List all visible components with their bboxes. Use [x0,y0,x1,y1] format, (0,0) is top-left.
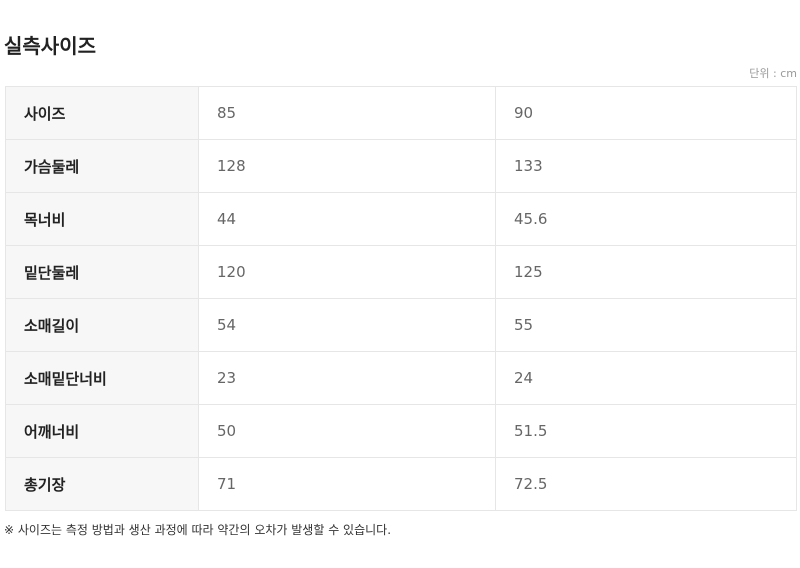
size-value: 54 [198,298,496,352]
size-value: 72.5 [495,457,797,511]
size-value: 51.5 [495,404,797,458]
size-table: 사이즈 85 90 가슴둘레 128 133 목너비 44 45.6 밑단둘레 120 125 소매길이… [5,86,797,511]
size-value: 55 [495,298,797,352]
table-row: 밑단둘레 120 125 [5,245,797,299]
size-value: 90 [495,86,797,140]
size-value: 71 [198,457,496,511]
page-title: 실측사이즈 [4,34,96,58]
table-row: 가슴둘레 128 133 [5,139,797,193]
table-row: 소매길이 54 55 [5,298,797,352]
row-label: 소매길이 [5,298,199,352]
table-row: 총기장 71 72.5 [5,457,797,511]
row-label: 가슴둘레 [5,139,199,193]
row-label: 총기장 [5,457,199,511]
unit-label: 단위 : cm [749,67,797,80]
table-row: 소매밑단너비 23 24 [5,351,797,405]
size-value: 44 [198,192,496,246]
size-value: 128 [198,139,496,193]
size-value: 50 [198,404,496,458]
row-label: 목너비 [5,192,199,246]
row-label: 사이즈 [5,86,199,140]
row-label: 어깨너비 [5,404,199,458]
size-value: 45.6 [495,192,797,246]
table-row: 목너비 44 45.6 [5,192,797,246]
size-value: 125 [495,245,797,299]
table-row: 사이즈 85 90 [5,86,797,140]
size-value: 133 [495,139,797,193]
size-value: 120 [198,245,496,299]
size-value: 23 [198,351,496,405]
table-row: 어깨너비 50 51.5 [5,404,797,458]
size-value: 24 [495,351,797,405]
row-label: 소매밑단너비 [5,351,199,405]
row-label: 밑단둘레 [5,245,199,299]
size-note: ※ 사이즈는 측정 방법과 생산 과정에 따라 약간의 오차가 발생할 수 있습… [4,523,392,537]
size-value: 85 [198,86,496,140]
